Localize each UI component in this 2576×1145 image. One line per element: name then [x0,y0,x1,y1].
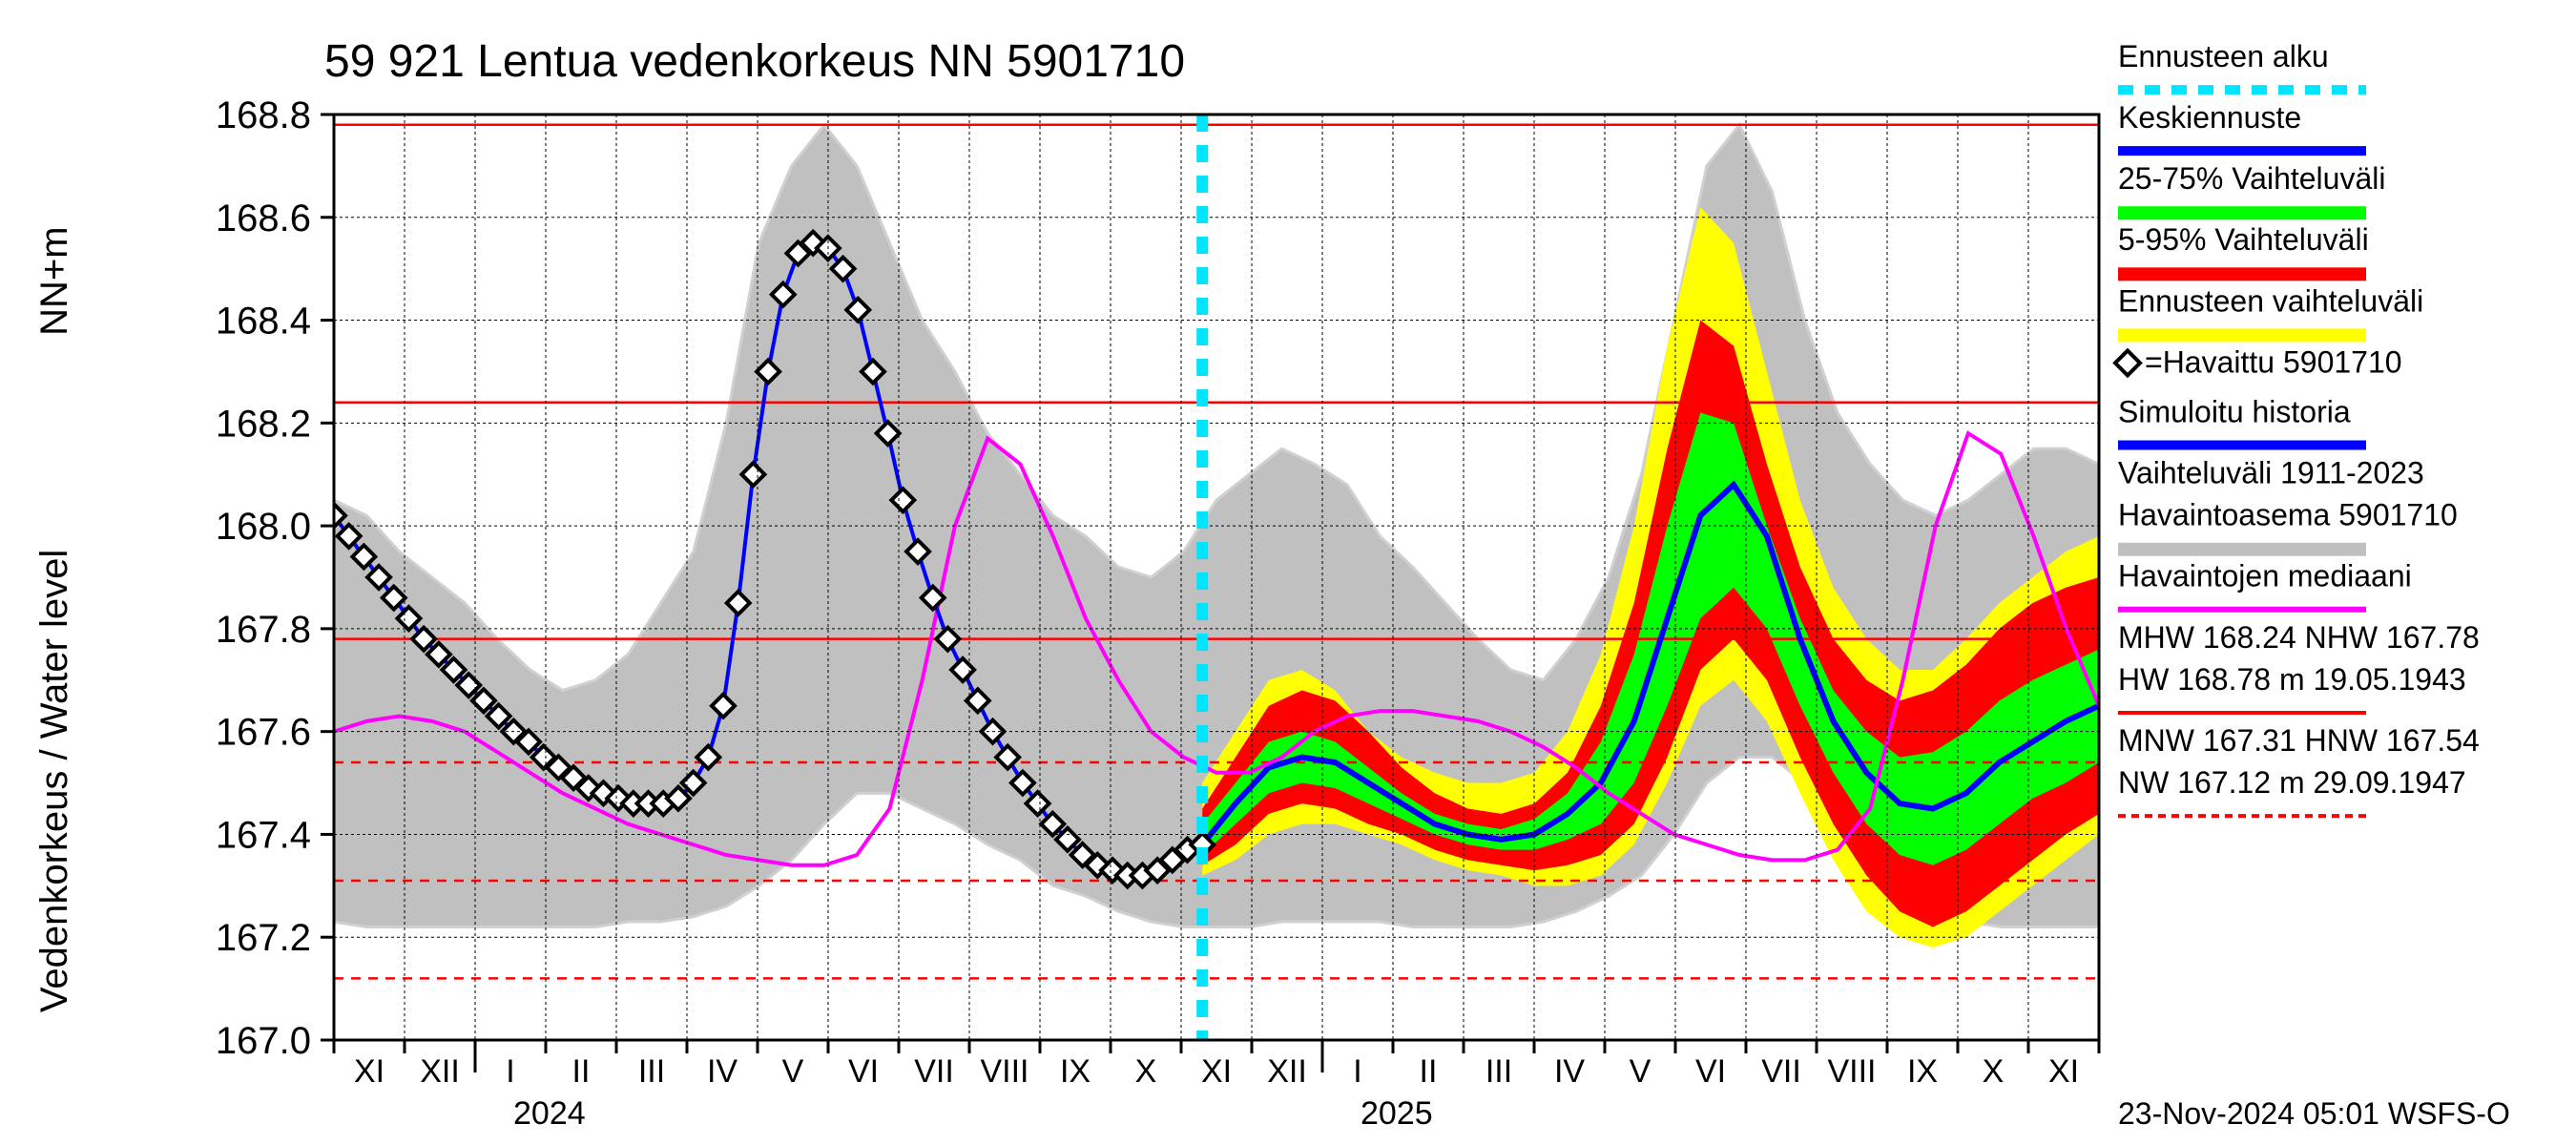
legend-swatch [2118,543,2366,556]
x-month-label: XI [1201,1053,1232,1090]
x-month-label: IV [1554,1053,1585,1090]
y-tick-label: 167.8 [216,609,311,651]
chart-svg: 59 921 Lentua vedenkorkeus NN 5901710 Ved… [0,0,2576,1145]
legend-label: MNW 167.31 HNW 167.54 [2118,723,2480,758]
x-month-label: VI [1695,1053,1726,1090]
timestamp-label: 23-Nov-2024 05:01 WSFS-O [2118,1096,2510,1131]
x-month-label: I [506,1053,514,1090]
y-tick-label: 168.4 [216,301,311,343]
legend-swatch [2118,267,2366,281]
x-year-label: 2025 [1361,1095,1433,1132]
legend-swatch [2118,206,2366,219]
y-tick-label: 167.0 [216,1020,311,1062]
x-month-label: III [638,1053,665,1090]
legend-label: 5-95% Vaihteluväli [2118,222,2369,257]
legend-label: Keskiennuste [2118,100,2301,135]
legend-label: 25-75% Vaihteluväli [2118,161,2385,196]
x-month-label: II [572,1053,591,1090]
x-month-label: V [782,1053,804,1090]
y-tick-label: 167.2 [216,917,311,959]
legend-label: Ennusteen vaihteluväli [2118,283,2423,318]
y-axis-label-1: Vedenkorkeus / Water level [33,550,75,1012]
x-month-label: X [1135,1053,1157,1090]
x-month-label: VIII [1827,1053,1876,1090]
y-axis-label-2: NN+m [33,226,75,335]
y-tick-label: 168.6 [216,198,311,239]
x-year-label: 2024 [513,1095,586,1132]
x-month-label: XI [2048,1053,2079,1090]
legend-label: Simuloitu historia [2118,394,2351,428]
x-month-label: XII [1267,1053,1307,1090]
x-month-label: VII [1761,1053,1801,1090]
chart-title: 59 921 Lentua vedenkorkeus NN 5901710 [324,36,1185,87]
x-month-label: IX [1060,1053,1091,1090]
y-tick-label: 168.0 [216,506,311,548]
legend-label: =Havaittu 5901710 [2145,344,2402,379]
legend-label: NW 167.12 m 29.09.1947 [2118,765,2466,800]
x-month-label: VII [914,1053,954,1090]
legend-label: Ennusteen alku [2118,39,2329,73]
x-month-label: XII [420,1053,460,1090]
y-tick-label: 167.6 [216,712,311,754]
x-month-label: VIII [980,1053,1028,1090]
x-month-label: I [1353,1053,1361,1090]
x-month-label: II [1420,1053,1438,1090]
x-month-label: V [1630,1053,1652,1090]
x-month-label: VI [848,1053,879,1090]
legend-label: Vaihteluväli 1911-2023 [2118,456,2424,490]
y-tick-label: 167.4 [216,814,311,856]
x-month-label: XI [354,1053,384,1090]
x-month-label: III [1485,1053,1512,1090]
legend-swatch [2118,328,2366,342]
legend-label: HW 168.78 m 19.05.1943 [2118,662,2466,697]
y-tick-label: 168.2 [216,403,311,445]
x-month-label: IX [1907,1053,1938,1090]
legend-label: Havaintoasema 5901710 [2118,498,2458,532]
chart-container: 59 921 Lentua vedenkorkeus NN 5901710 Ved… [0,0,2576,1145]
x-month-label: X [1983,1053,2005,1090]
legend-label: Havaintojen mediaani [2118,559,2412,593]
x-month-label: IV [707,1053,737,1090]
legend-label: MHW 168.24 NHW 167.78 [2118,620,2480,655]
y-tick-label: 168.8 [216,94,311,136]
